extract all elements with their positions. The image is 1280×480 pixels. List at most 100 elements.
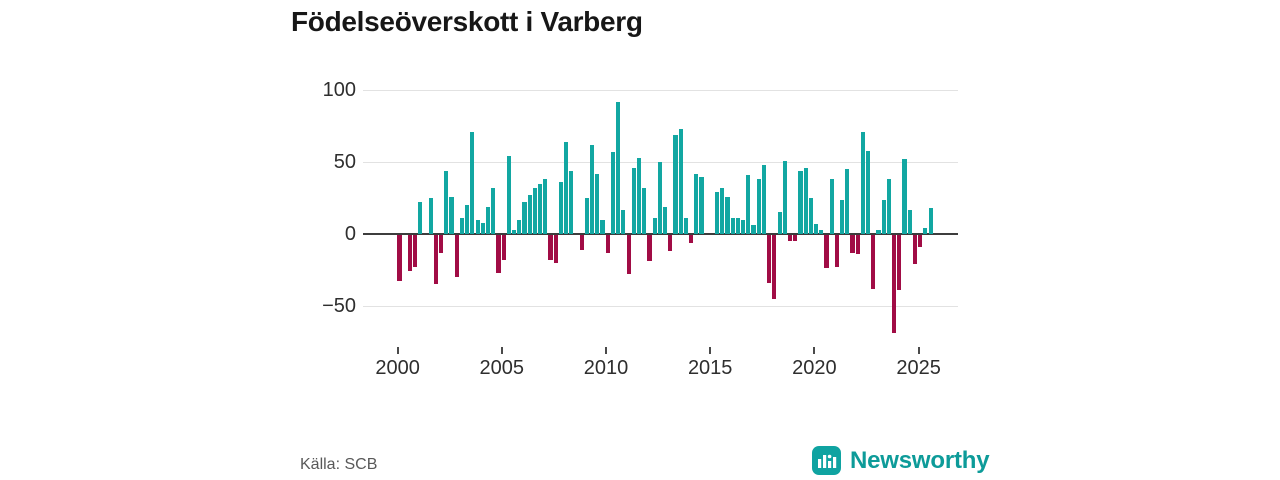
bar-positive — [798, 170, 803, 234]
bar-positive — [569, 170, 574, 234]
bar-negative — [767, 235, 772, 283]
bar-positive — [803, 167, 808, 234]
bar-positive — [616, 101, 621, 234]
page-title: Födelseöverskott i Varberg — [291, 6, 643, 37]
bar-negative — [688, 235, 694, 243]
x-axis-label: 2020 — [792, 357, 837, 379]
bar-negative — [668, 235, 673, 252]
bar-positive — [564, 142, 569, 234]
x-axis-label: 2015 — [687, 357, 733, 379]
x-axis-label: 2025 — [896, 357, 941, 379]
gridline — [363, 90, 958, 92]
bar-positive — [819, 229, 824, 234]
bar-positive — [876, 229, 881, 234]
bar-positive — [532, 188, 537, 234]
bar-positive — [730, 218, 735, 234]
bar-positive — [465, 205, 470, 234]
bar-negative — [413, 235, 418, 267]
bar-negative — [772, 235, 777, 299]
bar-positive — [428, 198, 433, 234]
bar-positive — [584, 198, 590, 234]
x-tick — [813, 347, 816, 354]
bar-positive — [756, 179, 761, 234]
bar-positive — [829, 179, 834, 234]
bar-negative — [548, 235, 553, 260]
bar-negative — [647, 235, 652, 262]
brand-lockup: Newsworthy — [812, 446, 990, 475]
bar-positive — [845, 169, 850, 234]
x-axis-label: 2005 — [479, 357, 525, 379]
bar-positive — [522, 202, 527, 234]
bar-negative — [433, 235, 439, 285]
gridline — [363, 305, 958, 307]
bar-positive — [470, 132, 475, 234]
bar-positive — [782, 160, 787, 234]
bar-positive — [902, 159, 907, 234]
bar-negative — [855, 235, 860, 255]
bar-positive — [511, 229, 517, 234]
bar-positive — [715, 192, 720, 234]
x-tick — [500, 347, 503, 354]
bar-positive — [923, 228, 928, 234]
bar-positive — [527, 195, 532, 234]
bar-positive — [491, 188, 496, 234]
bar-positive — [678, 129, 683, 234]
bar-positive — [839, 199, 845, 234]
bar-positive — [610, 152, 616, 234]
bar-positive — [652, 218, 657, 234]
x-tick — [605, 347, 607, 354]
y-axis-label: 100 — [322, 79, 356, 102]
bar-positive — [694, 173, 699, 234]
bar-positive — [907, 209, 912, 234]
bar-negative — [892, 235, 897, 334]
newsworthy-logo-icon — [812, 446, 841, 475]
bar-positive — [636, 157, 642, 234]
bar-negative — [605, 235, 610, 253]
x-tick — [709, 347, 712, 354]
bar-positive — [720, 188, 725, 234]
bar-positive — [595, 173, 600, 234]
newsworthy-wordmark: Newsworthy — [850, 446, 990, 474]
bar-positive — [600, 219, 605, 234]
bar-positive — [475, 219, 480, 234]
bar-positive — [485, 206, 491, 234]
bar-positive — [459, 218, 465, 234]
bar-negative — [918, 235, 923, 247]
bar-negative — [912, 235, 918, 265]
y-axis-label: −50 — [322, 294, 356, 317]
bar-negative — [407, 235, 412, 272]
bar-positive — [741, 219, 746, 234]
bar-positive — [746, 175, 751, 234]
bar-positive — [480, 222, 485, 234]
bar-negative — [579, 235, 584, 250]
bar-positive — [928, 208, 933, 234]
x-tick — [396, 347, 399, 354]
y-axis-label: 0 — [344, 223, 356, 245]
bar-positive — [631, 167, 636, 234]
bar-negative — [626, 235, 631, 275]
bar-positive — [621, 209, 626, 234]
bar-negative — [439, 235, 444, 253]
bar-negative — [871, 235, 876, 289]
bar-positive — [699, 176, 704, 234]
bar-positive — [751, 225, 756, 234]
bar-positive — [537, 183, 543, 234]
bar-positive — [761, 165, 767, 234]
x-tick — [917, 347, 920, 354]
bar-positive — [642, 188, 647, 234]
y-axis-label: 50 — [333, 151, 356, 174]
bar-positive — [808, 198, 813, 234]
bar-positive — [725, 196, 730, 234]
bar-negative — [824, 235, 829, 269]
bar-positive — [506, 156, 511, 234]
source-label: Källa: SCB — [300, 456, 378, 473]
bar-negative — [834, 235, 839, 267]
bar-positive — [449, 196, 454, 234]
bar-positive — [881, 199, 886, 234]
bar-positive — [662, 206, 668, 234]
x-axis-label: 2010 — [583, 357, 629, 379]
bar-positive — [418, 202, 423, 234]
bar-negative — [454, 235, 459, 278]
bar-negative — [850, 235, 855, 253]
